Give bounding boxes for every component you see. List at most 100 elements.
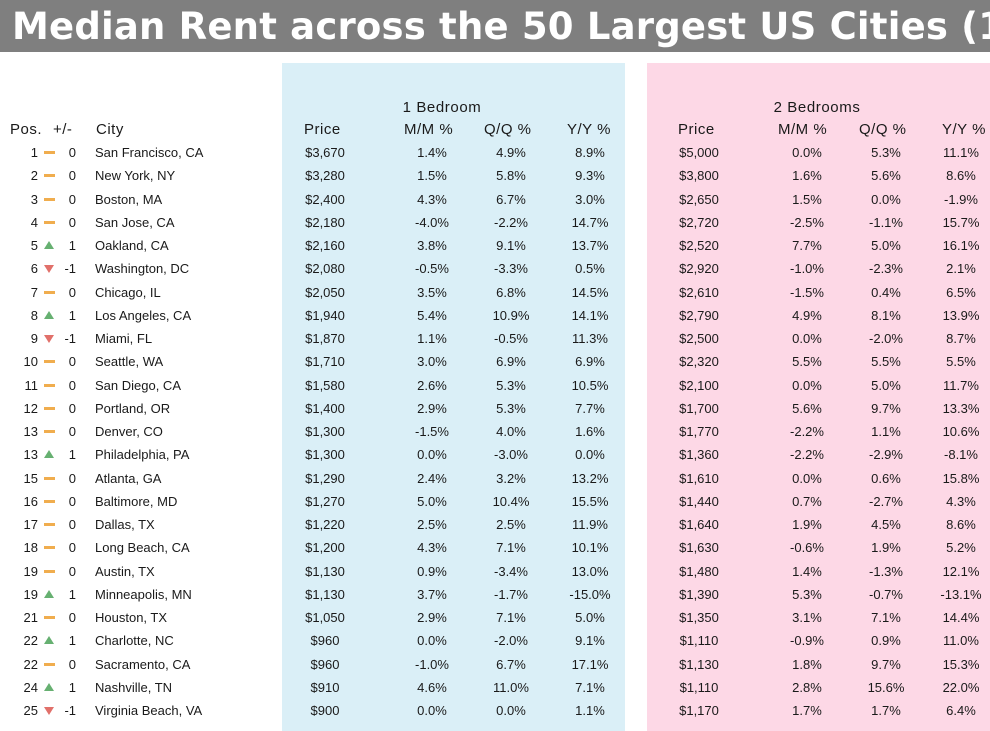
city-cell: San Francisco, CA (95, 145, 204, 160)
two-bedrooms-panel (647, 63, 990, 731)
rank-cell: 22 (23, 633, 38, 649)
yy-1br-cell: 11.3% (572, 331, 608, 346)
mm-2br-cell: 0.0% (792, 470, 822, 486)
price-2br-cell: $1,390 (679, 586, 719, 602)
mm-1br-cell: 2.9% (417, 610, 447, 625)
yy-2br-cell: 15.7% (942, 214, 980, 230)
mm-2br-cell: 1.4% (792, 563, 822, 579)
yy-2br-cell: 15.3% (942, 656, 980, 672)
city-cell: Oakland, CA (95, 238, 169, 253)
table-row: 6 -1 Washington, DC $2,080 -0.5% -3.3% 0.5% $2,… (0, 257, 990, 280)
price-1br-cell: $1,870 (305, 331, 345, 346)
yy-1br-cell: 10.1% (571, 540, 609, 556)
city-cell: Sacramento, CA (95, 656, 191, 672)
mm-1br-cell: 5.0% (417, 493, 447, 509)
yy-1br-cell: 14.1% (571, 307, 609, 323)
rank-change-cell: 0 (68, 145, 76, 160)
yy-1br-cell: -15.0% (569, 586, 611, 602)
mm-2br-cell: 5.3% (792, 586, 822, 602)
mm-2br-cell: 5.6% (792, 400, 822, 416)
mm-1br-cell: 2.5% (417, 517, 447, 532)
table-row: 5 1 Oakland, CA $2,160 3.8% 9.1% 13.7% $2,520 7.… (0, 234, 990, 257)
mm-1br-cell: -1.0% (415, 656, 449, 672)
price-2br-cell: $2,650 (679, 191, 719, 207)
price-2br-cell: $2,720 (679, 214, 719, 230)
rank-change-cell: 1 (68, 679, 76, 695)
header-city: City (96, 121, 124, 138)
price-2br-cell: $2,500 (679, 331, 719, 346)
rank-cell: 1 (30, 145, 38, 160)
header-pos: Pos. (10, 121, 43, 138)
table-row: 25 -1 Virginia Beach, VA $900 0.0% 0.0% 1.1% $1… (0, 699, 990, 722)
yy-2br-cell: 5.5% (946, 354, 976, 370)
mm-2br-cell: -1.0% (790, 261, 824, 277)
mm-1br-cell: 3.0% (417, 354, 447, 370)
qq-1br-cell: -3.4% (494, 563, 528, 579)
rank-change-cell: 0 (68, 214, 76, 230)
rank-change-cell: 0 (68, 354, 76, 370)
price-1br-cell: $1,710 (305, 354, 345, 370)
trend-up-icon (44, 589, 54, 598)
mm-1br-cell: -0.5% (415, 261, 449, 277)
price-2br-cell: $1,700 (679, 400, 719, 416)
mm-2br-cell: 2.8% (792, 679, 822, 695)
rank-cell: 17 (23, 517, 38, 532)
mm-2br-cell: 1.9% (792, 517, 822, 532)
yy-2br-cell: 8.6% (946, 517, 976, 532)
header-price-2br: Price (678, 121, 715, 138)
qq-2br-cell: 0.0% (871, 191, 901, 207)
mm-2br-cell: -0.9% (790, 633, 824, 649)
yy-2br-cell: 12.1% (942, 563, 980, 579)
trend-flat-icon (44, 616, 55, 619)
qq-1br-cell: 6.7% (496, 656, 526, 672)
mm-1br-cell: 0.0% (417, 447, 447, 463)
header-yy-1br: Y/Y % (567, 121, 611, 138)
rank-cell: 11 (24, 377, 39, 393)
price-2br-cell: $2,320 (679, 354, 719, 370)
trend-up-icon (44, 241, 54, 249)
qq-2br-cell: 9.7% (871, 656, 901, 672)
qq-1br-cell: 4.9% (496, 145, 526, 160)
rank-cell: 7 (30, 284, 38, 300)
table-row: 19 0 Austin, TX $1,130 0.9% -3.4% 13.0% $1,480 1… (0, 560, 990, 583)
price-2br-cell: $1,440 (679, 493, 719, 509)
city-cell: Seattle, WA (95, 354, 164, 370)
trend-flat-icon (44, 360, 55, 364)
qq-2br-cell: 5.6% (871, 168, 901, 184)
rank-change-cell: 0 (68, 284, 76, 300)
trend-flat-icon (44, 174, 55, 178)
rank-change-cell: 1 (68, 238, 76, 253)
mm-1br-cell: 4.3% (417, 191, 447, 207)
yy-1br-cell: 8.9% (575, 145, 605, 160)
table-row: 9 -1 Miami, FL $1,870 1.1% -0.5% 11.3% $2,500 0.… (0, 327, 990, 350)
rank-cell: 2 (30, 168, 38, 184)
header-yy-2br: Y/Y % (942, 121, 986, 138)
qq-1br-cell: 5.3% (496, 400, 526, 416)
yy-2br-cell: 14.4% (942, 610, 980, 625)
qq-1br-cell: -3.3% (494, 261, 528, 277)
qq-2br-cell: -1.1% (869, 214, 903, 230)
rank-cell: 15 (23, 470, 38, 486)
rank-cell: 13 (23, 424, 38, 439)
price-2br-cell: $3,800 (679, 168, 719, 184)
yy-1br-cell: 10.5% (571, 377, 609, 393)
qq-1br-cell: 2.5% (496, 517, 526, 532)
price-2br-cell: $1,350 (679, 610, 719, 625)
mm-2br-cell: 7.7% (792, 238, 822, 253)
qq-1br-cell: 0.0% (496, 703, 526, 718)
rank-change-cell: -1 (64, 331, 76, 346)
table-row: 19 1 Minneapolis, MN $1,130 3.7% -1.7% -15.0% $… (0, 583, 990, 606)
rank-change-cell: 0 (68, 563, 76, 579)
yy-1br-cell: 0.0% (575, 447, 605, 463)
yy-2br-cell: 6.5% (946, 284, 976, 300)
rank-cell: 21 (23, 610, 38, 625)
table-row: 4 0 San Jose, CA $2,180 -4.0% -2.2% 14.7% $2,72… (0, 211, 990, 234)
mm-1br-cell: 2.6% (417, 377, 447, 393)
mm-1br-cell: 3.5% (417, 284, 447, 300)
trend-up-icon (44, 310, 54, 319)
price-2br-cell: $1,770 (679, 424, 719, 439)
mm-2br-cell: 4.9% (792, 307, 822, 323)
rank-change-cell: 0 (68, 610, 76, 625)
yy-1br-cell: 3.0% (575, 191, 605, 207)
price-1br-cell: $2,400 (305, 191, 345, 207)
